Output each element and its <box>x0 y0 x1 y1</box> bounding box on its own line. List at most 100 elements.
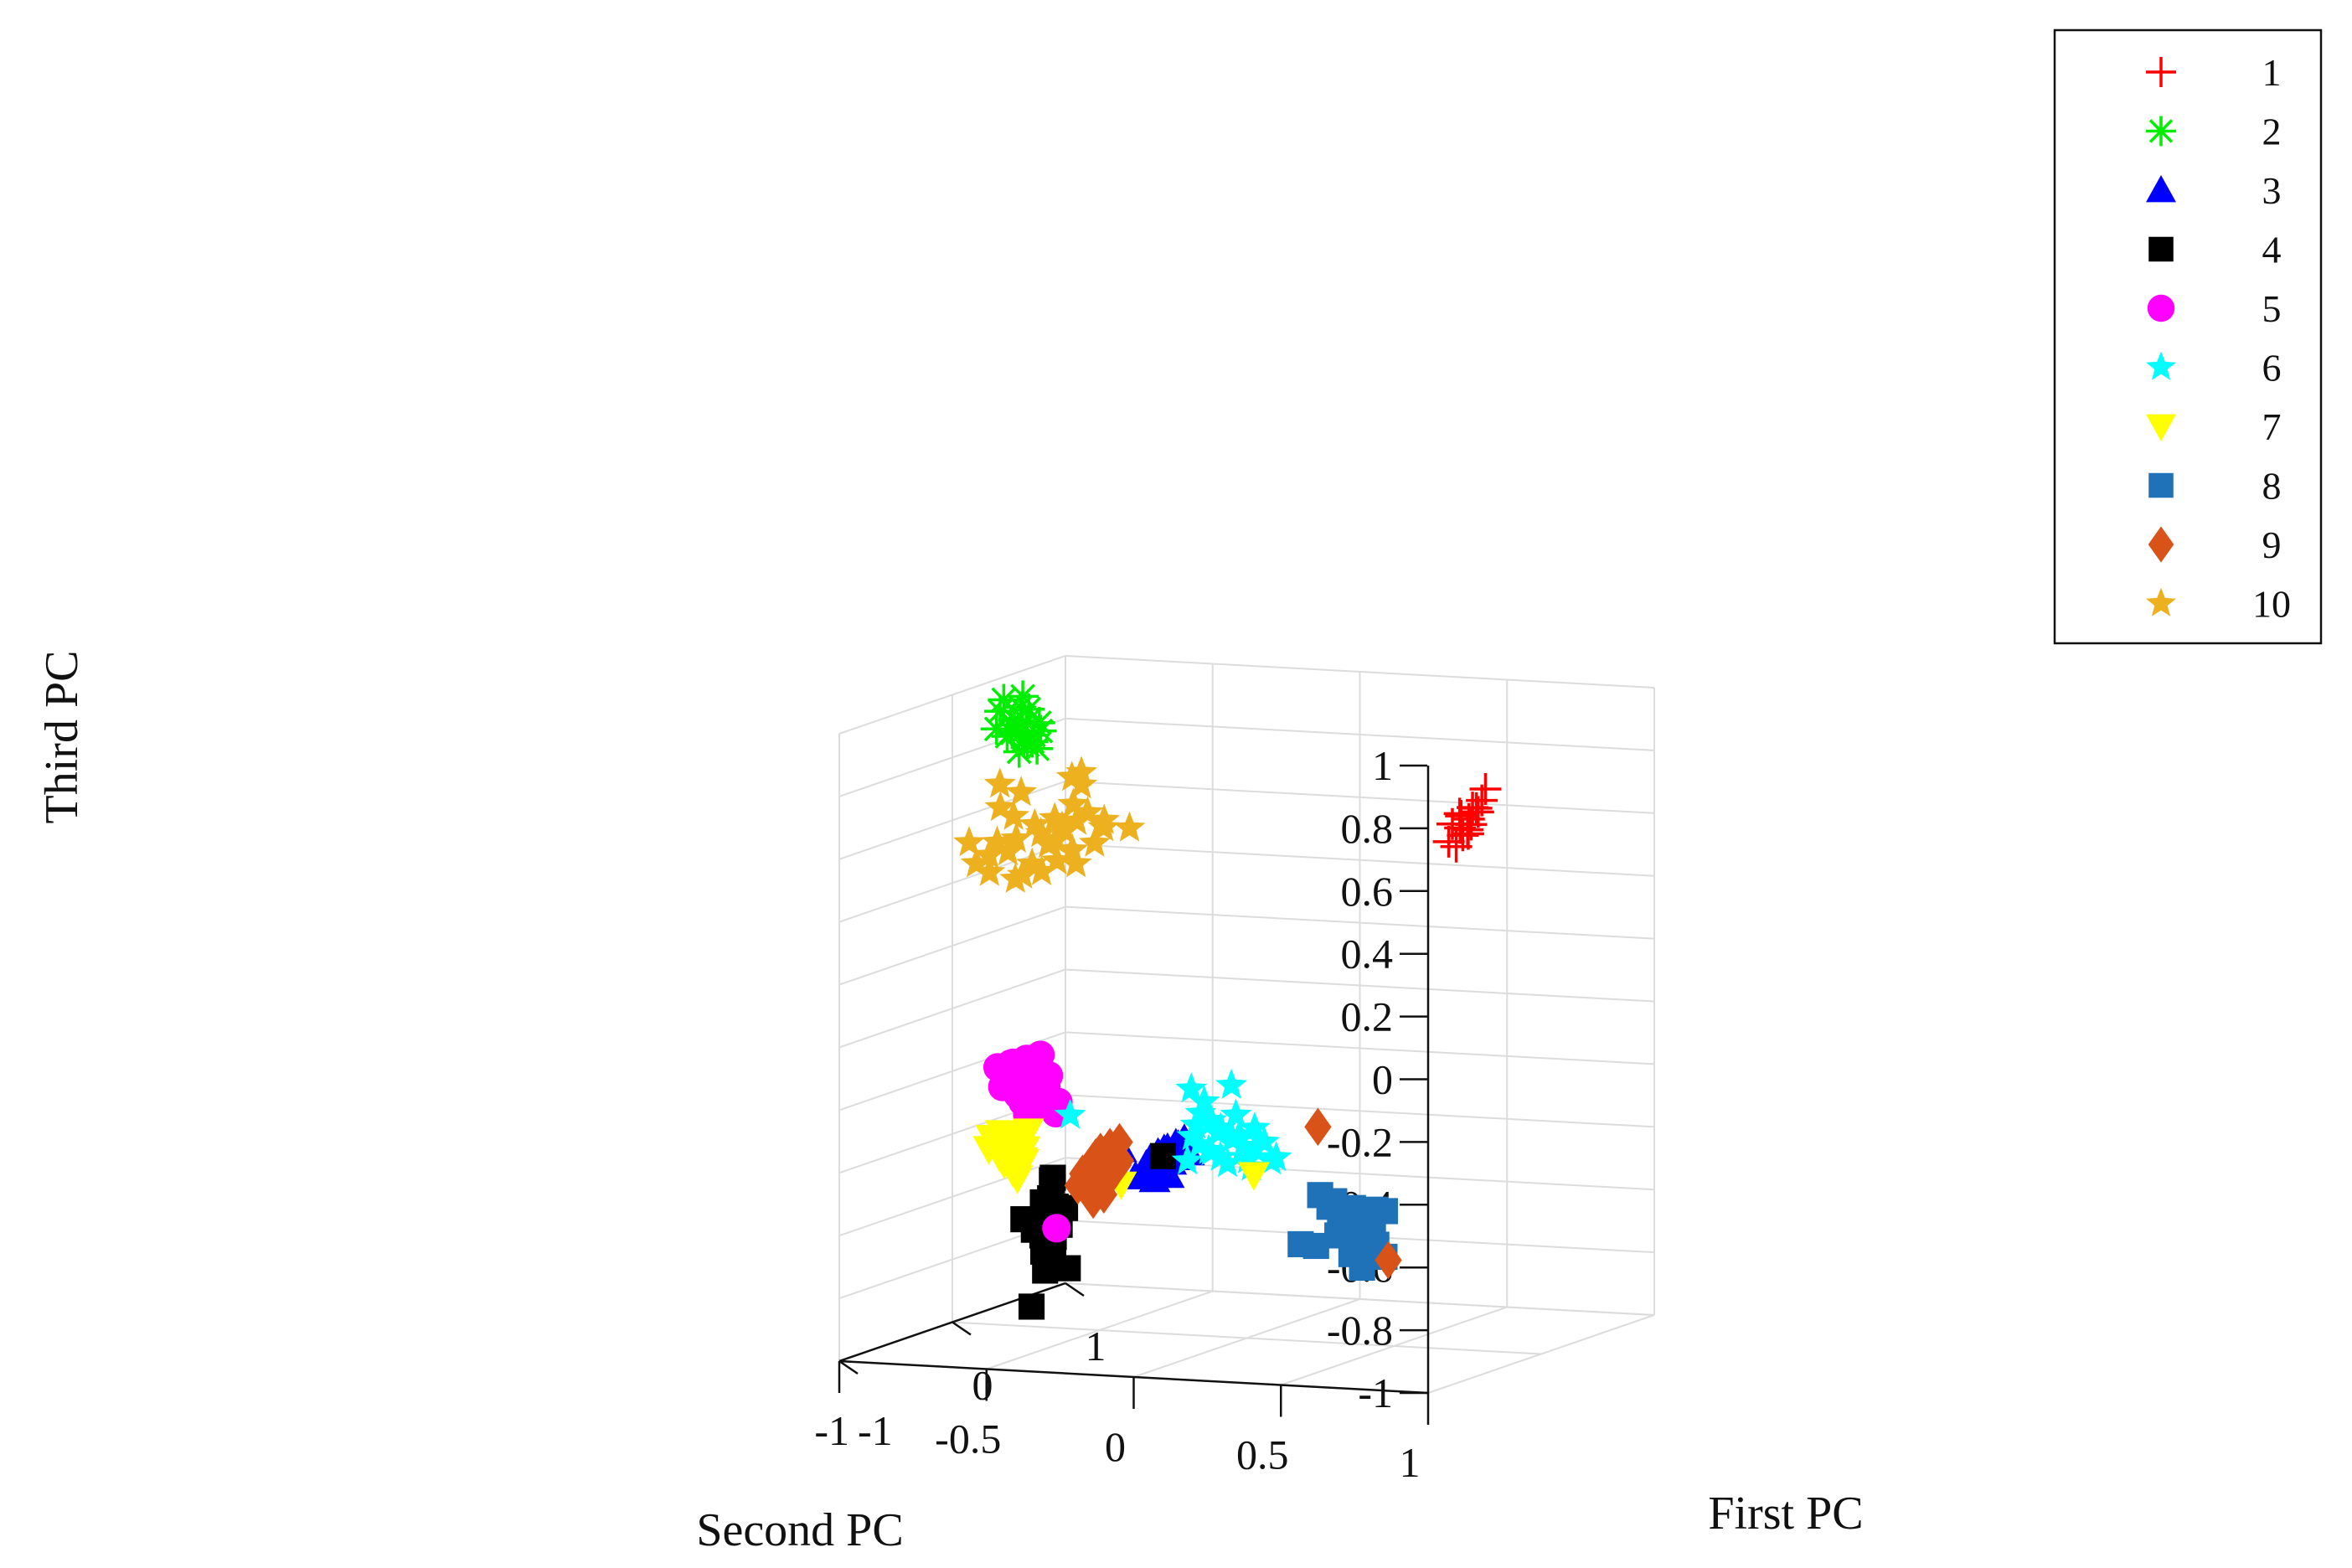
data-point <box>998 799 1029 830</box>
x-tick-mark <box>838 1359 859 1375</box>
data-point <box>1204 1140 1237 1171</box>
data-point <box>1055 1255 1081 1282</box>
data-point <box>991 720 1024 753</box>
x-axis-label: First PC <box>1708 1488 1863 1540</box>
data-point <box>1006 1147 1039 1176</box>
data-point <box>1039 802 1071 833</box>
z-tick-label: 1 <box>1372 742 1393 789</box>
data-point <box>1304 1107 1332 1147</box>
legend-marker <box>2146 587 2176 616</box>
legend-entry: 4 <box>2148 229 2282 271</box>
x-tick-label: 0 <box>972 1362 993 1409</box>
data-point <box>1090 1175 1118 1214</box>
data-point <box>1071 796 1104 827</box>
legend-marker <box>2146 351 2176 380</box>
series-7 <box>972 1118 1270 1200</box>
grid-lines <box>838 655 1655 1394</box>
y-tick-label: 0 <box>1105 1423 1126 1470</box>
data-point <box>1018 1293 1045 1320</box>
data-point <box>1171 1144 1204 1175</box>
data-point <box>1211 1147 1244 1178</box>
data-point <box>1328 1210 1354 1237</box>
data-point <box>1460 792 1493 824</box>
legend-label: 6 <box>2262 347 2282 389</box>
data-point <box>1006 858 1039 889</box>
grid-line <box>1065 1282 1655 1316</box>
x-tick-label: -1 <box>858 1407 893 1454</box>
legend-box <box>2053 28 2323 645</box>
legend-entry: 6 <box>2146 347 2282 389</box>
legend-label: 7 <box>2262 405 2282 448</box>
series-10 <box>953 756 1146 893</box>
data-point <box>973 855 1006 886</box>
legend-entry: 3 <box>2146 169 2282 212</box>
y-tick-label: -0.5 <box>935 1416 1001 1462</box>
data-point <box>1239 1132 1271 1163</box>
legend-marker <box>2146 116 2176 147</box>
data-point <box>999 862 1032 893</box>
data-point <box>1041 843 1073 874</box>
data-point <box>1175 1072 1208 1103</box>
data-point <box>981 825 1014 856</box>
data-point <box>972 838 1005 869</box>
data-point <box>1039 823 1072 854</box>
data-point <box>1055 761 1088 792</box>
data-point <box>1223 1118 1256 1149</box>
legend-marker <box>2148 472 2174 498</box>
data-point <box>984 695 1017 728</box>
data-point <box>1375 1240 1402 1280</box>
legend-marker <box>2148 526 2174 563</box>
data-point <box>1440 830 1473 863</box>
series-6 <box>1054 1068 1292 1181</box>
data-point <box>1113 811 1146 842</box>
data-point <box>1065 768 1098 799</box>
data-point <box>1005 776 1038 807</box>
z-tick-label: 0.4 <box>1341 931 1394 977</box>
data-point <box>998 704 1031 736</box>
data-point <box>992 835 1024 866</box>
data-point <box>983 767 1016 798</box>
data-point <box>1056 833 1089 864</box>
data-point <box>1287 1230 1314 1257</box>
data-point <box>1104 1146 1132 1185</box>
z-tick-label: 0.2 <box>1341 993 1394 1040</box>
z-tick-label: -0.2 <box>1327 1118 1393 1165</box>
data-point <box>1078 826 1111 857</box>
z-tick-label: -0.8 <box>1327 1307 1393 1354</box>
data-point <box>1193 1133 1225 1164</box>
legend-label: 8 <box>2262 465 2282 508</box>
data-point <box>1054 1098 1086 1129</box>
series-5 <box>983 1040 1073 1243</box>
y-tick-label: -1 <box>814 1407 849 1454</box>
data-point <box>960 847 993 878</box>
data-point <box>1013 693 1045 725</box>
legend-entry: 9 <box>2148 524 2282 566</box>
x-tick-mark <box>1065 1282 1085 1297</box>
legend-label: 5 <box>2262 287 2282 330</box>
legend-label: 9 <box>2262 524 2282 566</box>
data-point <box>1003 735 1035 768</box>
data-point <box>1004 691 1037 724</box>
data-point <box>1021 732 1054 765</box>
x-tick-mark <box>952 1321 972 1336</box>
z-tick-label: -1 <box>1358 1369 1393 1416</box>
data-point <box>1065 756 1098 787</box>
data-point <box>1019 807 1051 838</box>
data-point <box>1216 1122 1249 1153</box>
data-point <box>1042 1214 1071 1243</box>
y-tick-label: 0.5 <box>1236 1431 1289 1478</box>
legend-label: 4 <box>2262 229 2282 271</box>
data-point <box>1231 1142 1264 1173</box>
data-point <box>984 791 1017 822</box>
data-point <box>1023 706 1055 739</box>
data-point <box>1149 1142 1177 1169</box>
data-point <box>1007 680 1039 713</box>
series-9 <box>1064 1107 1402 1280</box>
y-tick-label: 1 <box>1400 1439 1421 1486</box>
data-points <box>953 680 1502 1320</box>
data-point <box>1006 715 1039 748</box>
legend-entry: 1 <box>2146 51 2282 94</box>
data-point <box>980 713 1013 745</box>
legend-marker <box>2148 236 2174 262</box>
data-point <box>1184 1096 1217 1127</box>
